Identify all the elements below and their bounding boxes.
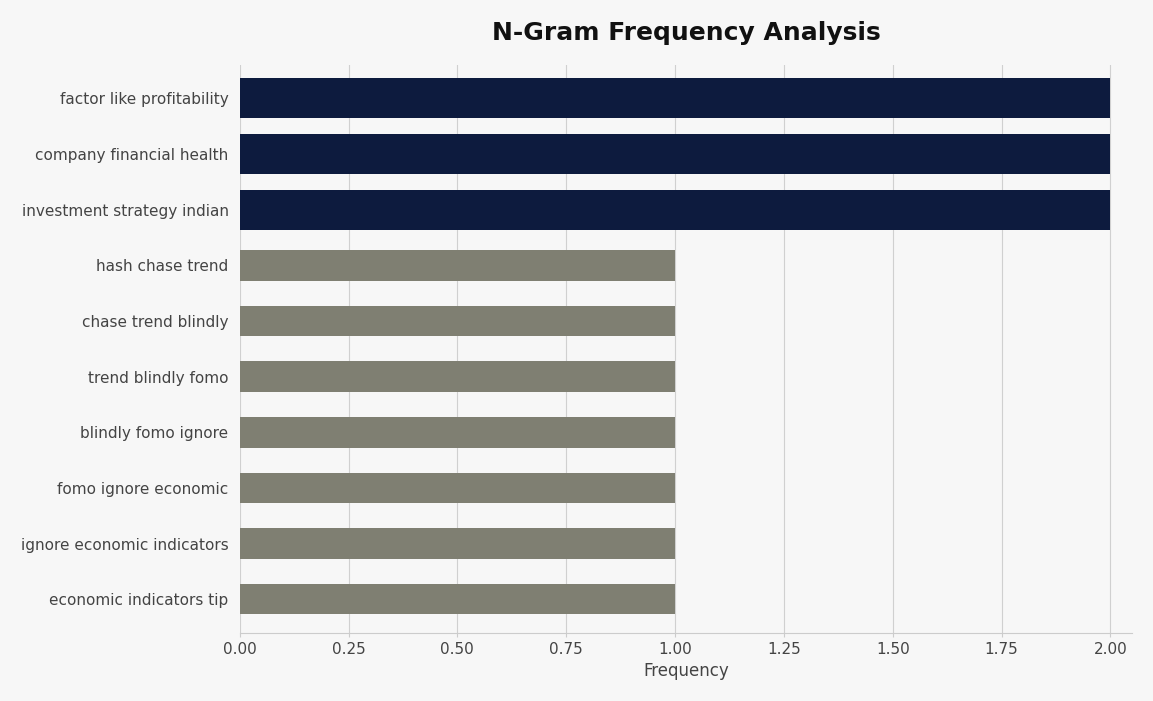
Title: N-Gram Frequency Analysis: N-Gram Frequency Analysis: [491, 21, 880, 45]
Bar: [240, 361, 675, 392]
Bar: [240, 134, 1110, 174]
Bar: [240, 189, 1110, 230]
Bar: [240, 472, 675, 503]
Bar: [240, 529, 675, 559]
Bar: [240, 584, 675, 615]
X-axis label: Frequency: Frequency: [643, 662, 729, 680]
Bar: [240, 417, 675, 447]
Bar: [240, 79, 1110, 118]
Bar: [240, 250, 675, 280]
Bar: [240, 306, 675, 336]
